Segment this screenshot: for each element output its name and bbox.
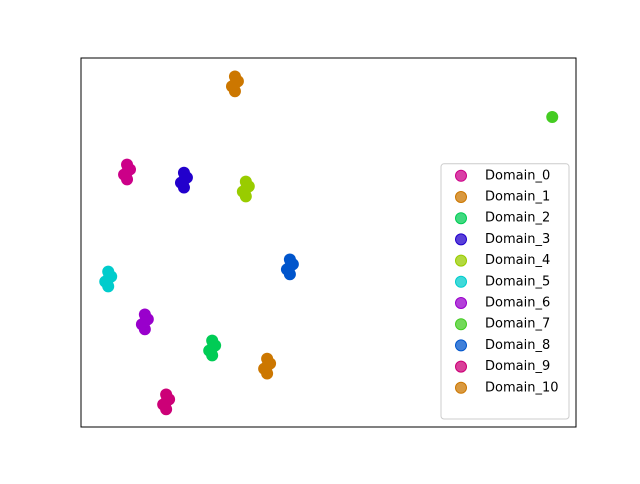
point [177, 174, 190, 187]
point [228, 77, 241, 90]
point [206, 342, 219, 355]
legend-marker [455, 169, 467, 182]
legend-label: Domain_3 [485, 232, 550, 247]
legend-label: Domain_7 [485, 317, 550, 332]
point [239, 182, 252, 195]
legend-marker [455, 191, 467, 203]
legend-label: Domain_9 [485, 359, 550, 374]
legend-label: Domain_4 [485, 253, 550, 268]
legend-marker [455, 297, 467, 309]
plot-frame [80, 57, 577, 428]
point [283, 260, 296, 273]
point [546, 111, 559, 124]
legend-marker [455, 381, 467, 394]
legend-label: Domain_1 [485, 190, 550, 205]
legend-label: Domain_2 [485, 211, 550, 226]
legend-marker [455, 339, 467, 352]
legend-marker [455, 233, 467, 246]
point [138, 315, 151, 328]
legend-marker [455, 212, 467, 225]
point [102, 273, 115, 286]
legend-label: Domain_10 [485, 380, 559, 395]
legend-marker [455, 318, 467, 331]
legend-label: Domain_0 [485, 168, 550, 183]
legend-marker [455, 275, 467, 288]
legend-marker [455, 254, 467, 267]
legend-label: Domain_6 [485, 296, 550, 311]
legend-marker [455, 360, 467, 373]
legend-label: Domain_8 [485, 338, 550, 353]
point [261, 360, 274, 373]
point [160, 395, 173, 408]
legend-label: Domain_5 [485, 274, 550, 289]
legend-box [440, 163, 570, 420]
point [121, 166, 134, 179]
